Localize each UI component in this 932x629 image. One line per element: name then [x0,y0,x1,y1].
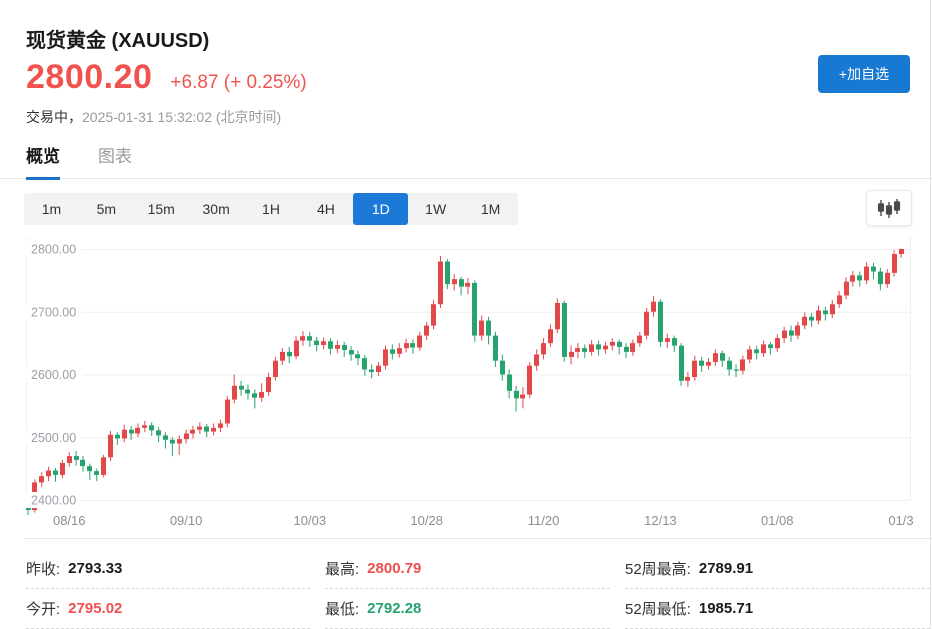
instrument-title: 现货黄金 (XAUUSD) [26,30,210,52]
timeframe-button-5m[interactable]: 5m [79,193,134,225]
trading-status-label: 交易中， [26,109,82,125]
price-row: 2800.20 +6.87 (+ 0.25%) [26,58,307,98]
stat-label: 最低: [325,601,360,618]
stat-item: 最高: 2800.79 [325,549,610,589]
page-right-border [930,0,931,629]
candlestick-icon [876,198,902,218]
stat-label: 昨收: [26,561,61,578]
trading-status-time: 2025-01-31 15:32:02 (北京时间) [82,109,282,125]
svg-text:2400.00: 2400.00 [31,494,76,508]
tab-label: 概览 [26,147,60,166]
trading-status: 交易中，2025-01-31 15:32:02 (北京时间) [26,107,281,127]
stat-item: 最低: 2792.28 [325,589,610,629]
stat-value: 2800.79 [367,560,422,577]
stat-item: 今开: 2795.02 [26,589,310,629]
stat-value: 2792.28 [367,600,422,617]
price-chart[interactable]: 2800.00 2700.00 2600.00 2500.00 2400.00 08/16… [0,233,932,539]
svg-text:01/3: 01/3 [888,513,913,528]
tab-label: 图表 [98,147,132,166]
svg-text:2700.00: 2700.00 [31,305,76,319]
add-watchlist-button[interactable]: +加自选 [818,55,910,93]
timeframe-strip: 1m 5m 15m 30m 1H 4H 1D 1W 1M [24,193,518,225]
tab-overview[interactable]: 概览 [26,144,60,180]
stat-label: 52周最高: [625,561,691,578]
tab-bar: 概览 图表 [0,144,932,180]
stat-value: 2789.91 [698,560,754,577]
stat-label: 今开: [26,601,61,618]
svg-text:2800.00: 2800.00 [31,243,76,257]
svg-text:2500.00: 2500.00 [31,431,76,445]
last-price: 2800.20 [26,58,153,96]
timeframe-button-4H[interactable]: 4H [298,193,353,225]
active-tab-underline [26,177,60,180]
stat-item: 52周最低: 1985.71 [625,589,930,629]
stat-value: 1985.71 [698,600,754,617]
timeframe-button-1D[interactable]: 1D [353,193,409,225]
timeframe-button-1H[interactable]: 1H [244,193,299,225]
svg-text:01/08: 01/08 [761,513,794,528]
svg-text:10/28: 10/28 [410,513,443,528]
price-change: +6.87 (+ 0.25%) [170,72,307,93]
timeframe-button-30m[interactable]: 30m [189,193,244,225]
stat-item: 昨收: 2793.33 [26,549,310,589]
svg-text:11/20: 11/20 [528,513,560,528]
timeframe-button-1m[interactable]: 1m [24,193,79,225]
svg-text:09/10: 09/10 [170,513,203,528]
candlestick-chart-svg: 2800.00 2700.00 2600.00 2500.00 2400.00 08/16… [24,237,932,539]
timeframe-button-1W[interactable]: 1W [408,193,463,225]
svg-text:10/03: 10/03 [294,513,327,528]
tab-chart[interactable]: 图表 [98,144,132,178]
svg-text:2600.00: 2600.00 [31,368,76,382]
stat-label: 最高: [325,561,360,578]
chart-style-button[interactable] [866,190,912,226]
svg-text:12/13: 12/13 [644,513,677,528]
svg-text:08/16: 08/16 [53,513,86,528]
stat-label: 52周最低: [625,601,691,618]
timeframe-button-15m[interactable]: 15m [134,193,189,225]
timeframe-button-1M[interactable]: 1M [463,193,518,225]
stat-value: 2793.33 [68,560,123,577]
stat-item: 52周最高: 2789.91 [625,549,930,589]
stat-value: 2795.02 [68,600,123,617]
